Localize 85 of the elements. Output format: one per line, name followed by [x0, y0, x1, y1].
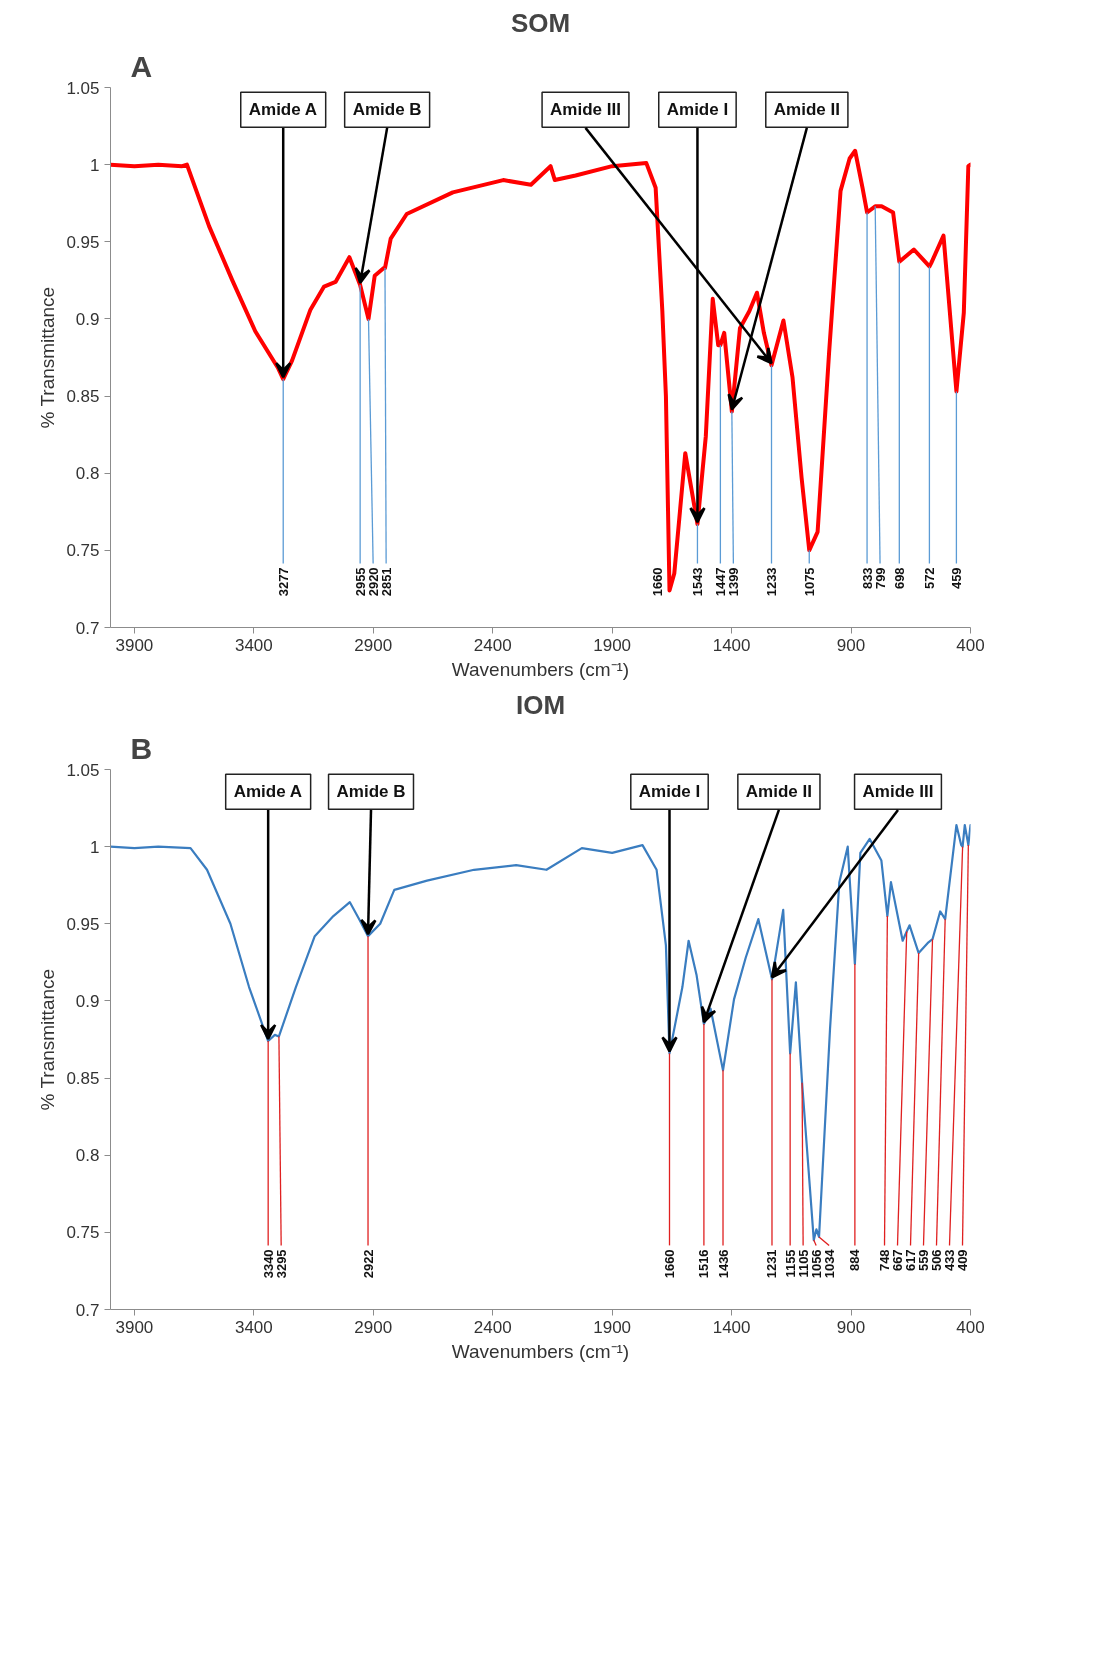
x-tick-label: 1400 — [712, 1317, 751, 1337]
annotation: Amide B — [336, 782, 406, 802]
y-tick-label: 0.95 — [66, 232, 100, 252]
x-tick-label: 1900 — [593, 1317, 632, 1337]
annotation: 1155 — [782, 1249, 798, 1278]
x-tick-label: 900 — [836, 1317, 866, 1337]
text: A — [130, 49, 153, 83]
line-series — [110, 823, 971, 1242]
annotation: Amide A — [233, 782, 303, 802]
annotation: 3277 — [275, 567, 291, 597]
y-tick-label: 0.9 — [75, 991, 100, 1011]
annotation: Amide III — [862, 782, 934, 802]
annotation: 667 — [890, 1249, 905, 1272]
chart-title: SOM — [510, 7, 571, 38]
x-tick-label: 1400 — [712, 635, 751, 655]
y-tick-label: 0.7 — [75, 618, 100, 638]
annotation: Amide A — [248, 100, 318, 120]
annotation: 572 — [921, 567, 937, 590]
annotation: 617 — [903, 1249, 918, 1272]
x-tick-label: 2400 — [473, 635, 512, 655]
annotation: 2922 — [360, 1249, 376, 1279]
annotation: 2955 — [352, 567, 368, 597]
annotation: 433 — [942, 1249, 957, 1272]
annotation: 1056 — [808, 1249, 824, 1279]
x-tick-label: 3400 — [234, 1317, 273, 1337]
annotation: 1543 — [689, 567, 705, 597]
annotation: 409 — [955, 1249, 970, 1272]
annotation: Amide II — [745, 782, 812, 802]
y-axis-title: % Transmittance — [37, 968, 59, 1111]
x-tick-label: 2900 — [354, 635, 393, 655]
x-tick-label: 1900 — [593, 635, 632, 655]
x-tick-label: 900 — [836, 635, 866, 655]
annotation: 3340 — [260, 1249, 276, 1279]
y-tick-label: 0.9 — [75, 309, 100, 329]
y-tick-label: 0.75 — [66, 1223, 100, 1243]
y-tick-label: 1 — [90, 155, 100, 175]
y-tick-label: 0.95 — [66, 914, 100, 934]
x-tick-label: 3400 — [234, 635, 273, 655]
x-tick-label: 400 — [956, 635, 985, 655]
annotation: 799 — [872, 567, 888, 590]
y-tick-label: 0.8 — [75, 464, 100, 484]
y-tick-label: 0.7 — [75, 1300, 100, 1320]
annotation: 559 — [916, 1249, 931, 1272]
x-axis-title: Wavenumbers (cm⁻¹) — [451, 658, 630, 680]
y-tick-label: 0.75 — [66, 541, 100, 561]
x-tick-label: 3900 — [115, 635, 154, 655]
x-tick-label: 3900 — [115, 1317, 154, 1337]
x-tick-label: 2400 — [473, 1317, 512, 1337]
annotation: Amide I — [638, 782, 701, 802]
x-tick-label: 2900 — [354, 1317, 393, 1337]
annotation: 884 — [847, 1248, 863, 1272]
annotation: 1660 — [650, 567, 665, 597]
y-axis-title: % Transmittance — [37, 286, 59, 429]
annotation: Amide I — [666, 100, 729, 120]
y-tick-label: 0.85 — [66, 387, 100, 407]
annotation: 1399 — [725, 567, 741, 597]
y-tick-label: 1.05 — [66, 760, 100, 780]
annotation: 459 — [948, 567, 964, 590]
annotation: 1034 — [821, 1248, 837, 1279]
y-tick-label: 0.85 — [66, 1069, 100, 1089]
text: B — [130, 731, 153, 765]
y-tick-label: 0.8 — [75, 1146, 100, 1166]
annotation: 1660 — [662, 1249, 677, 1279]
annotation: Amide III — [550, 100, 621, 120]
annotation: 1105 — [795, 1249, 811, 1278]
annotation: 1075 — [801, 567, 817, 597]
annotation: 1516 — [696, 1249, 712, 1279]
annotation: 1447 — [712, 567, 728, 597]
annotation: 3295 — [273, 1249, 289, 1279]
annotation: Amide II — [773, 100, 840, 120]
annotation: 2920 — [365, 567, 381, 597]
annotation: 1233 — [764, 567, 780, 597]
annotation: 1231 — [764, 1249, 780, 1279]
chart-title: IOM — [515, 689, 566, 720]
x-axis-title: Wavenumbers (cm⁻¹) — [451, 1340, 630, 1362]
y-tick-label: 1.05 — [66, 78, 100, 98]
annotation: Amide B — [352, 100, 422, 120]
x-tick-label: 400 — [956, 1317, 985, 1337]
annotation: 1436 — [715, 1249, 731, 1279]
annotation: 748 — [877, 1249, 892, 1272]
annotation: 833 — [859, 567, 875, 590]
annotation: 698 — [891, 567, 907, 590]
annotation: 506 — [929, 1249, 944, 1272]
annotation: 2851 — [378, 567, 394, 597]
y-tick-label: 1 — [90, 837, 100, 857]
